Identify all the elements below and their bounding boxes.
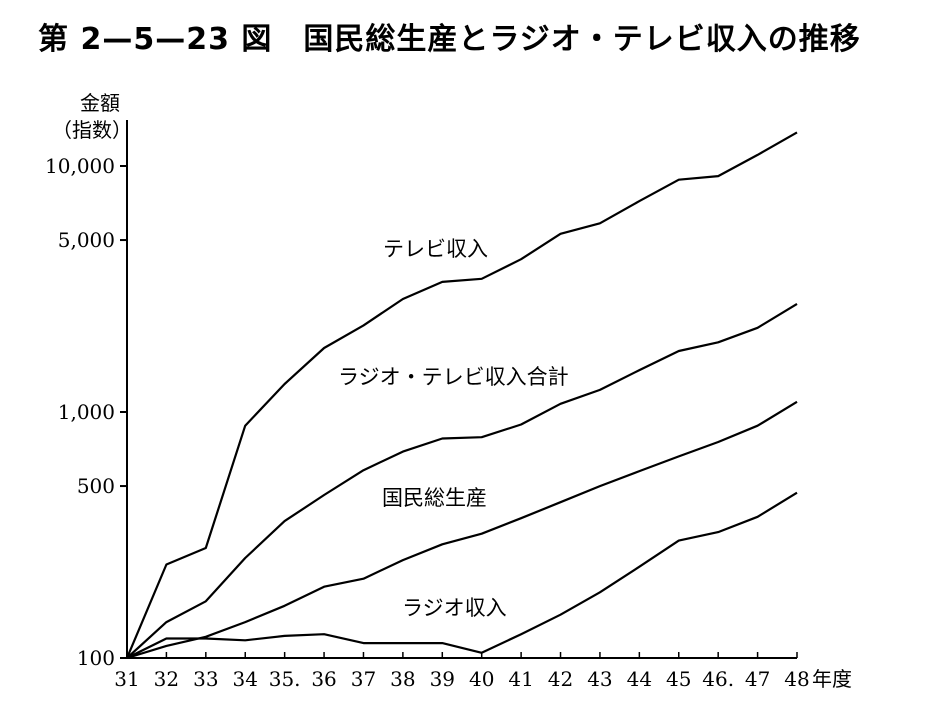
- y-axis-label-line1: 金額: [80, 91, 120, 115]
- series-lines: [125, 131, 798, 660]
- y-tick-label: 500: [77, 474, 115, 498]
- x-tick-label: 47: [745, 667, 770, 691]
- x-tick-label: 39: [430, 667, 455, 691]
- x-tick-label: 35.: [269, 667, 301, 691]
- x-tick-label: 38: [390, 667, 415, 691]
- page-title: 第 2—5—23 図 国民総生産とラジオ・テレビ収入の推移: [38, 22, 861, 57]
- series-line-tv-revenue: [125, 131, 798, 659]
- x-tick-label: 31: [114, 667, 139, 691]
- chart-axes: [126, 120, 797, 659]
- series-line-radio-revenue: [126, 491, 798, 659]
- x-tick-label: 41: [508, 667, 533, 691]
- x-tick-label: 48: [784, 667, 809, 691]
- x-tick-label: 37: [351, 667, 376, 691]
- series-label-radio-revenue: ラジオ収入: [402, 596, 507, 620]
- x-tick-label: 45: [666, 667, 691, 691]
- x-tick-label: 32: [154, 667, 179, 691]
- x-tick-label: 43: [587, 667, 612, 691]
- x-ticks: 31 32 33 34 35. 36 37 38 39 40 41 42 43 44 45 46. 47 48: [114, 652, 810, 691]
- series-line-radio-tv-total: [126, 302, 798, 659]
- y-axis-label-line2: （指数）: [52, 118, 132, 142]
- x-tick-label: 33: [193, 667, 218, 691]
- x-tick-label: 34: [233, 667, 258, 691]
- series-label-tv-revenue: テレビ収入: [383, 237, 488, 261]
- x-axis-unit-label: 年度: [812, 667, 852, 691]
- x-tick-label: 36: [311, 667, 336, 691]
- series-line-gnp: [126, 400, 798, 660]
- series-label-radio-tv-total: ラジオ・テレビ収入合計: [338, 365, 569, 389]
- x-tick-label: 44: [627, 667, 652, 691]
- x-tick-label: 46.: [702, 667, 734, 691]
- y-ticks: 100 500 1,000 5,000 10,000: [45, 154, 127, 670]
- x-tick-label: 42: [548, 667, 573, 691]
- y-tick-label: 10,000: [45, 154, 115, 178]
- y-tick-label: 5,000: [58, 228, 115, 252]
- series-label-gnp: 国民総生産: [382, 486, 487, 510]
- y-tick-label: 1,000: [58, 400, 115, 424]
- y-tick-label: 100: [77, 646, 115, 670]
- x-tick-label: 40: [469, 667, 494, 691]
